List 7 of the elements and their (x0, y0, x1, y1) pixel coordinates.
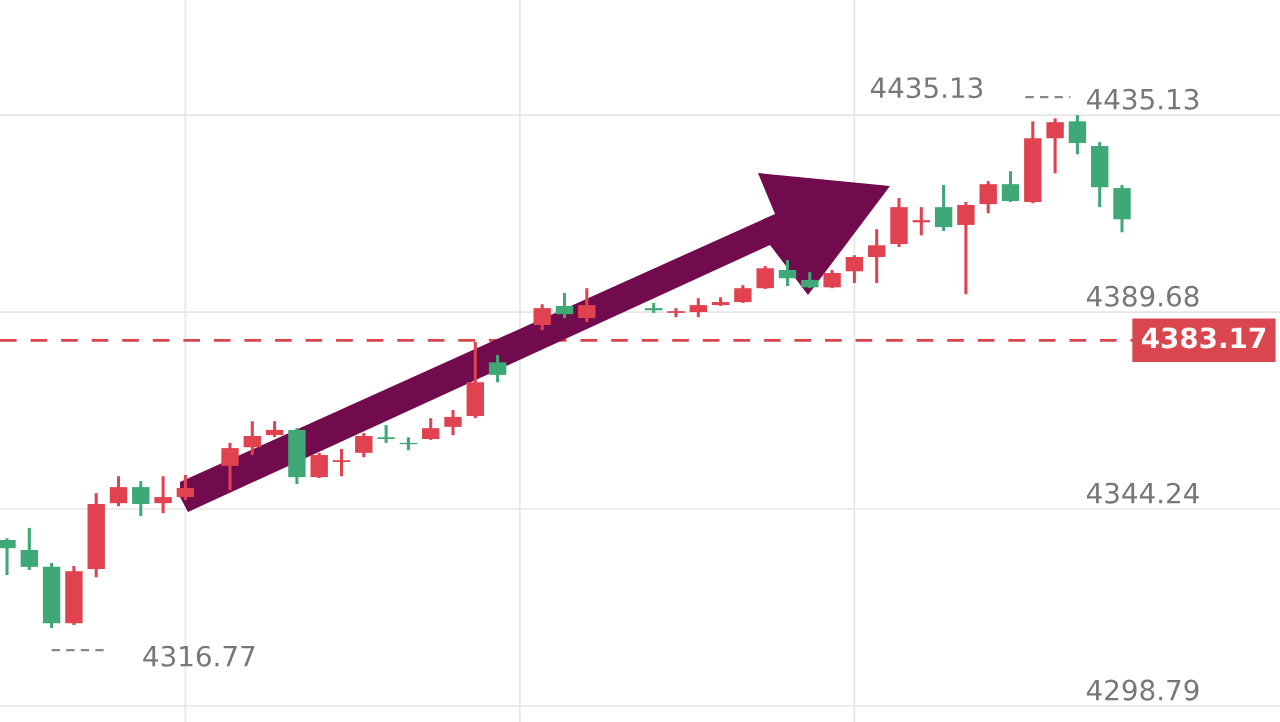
annotation: 4316.77 (143, 645, 255, 667)
ref-line-label: 4383.17 (1141, 327, 1265, 349)
annotation: 4435.13 (870, 77, 983, 99)
y-tick-label: 4389.68 (1086, 285, 1199, 307)
y-tick-label: 4298.79 (1086, 679, 1199, 701)
y-tick-label: 4435.13 (1086, 88, 1199, 110)
y-tick-label: 4344.24 (1086, 482, 1199, 504)
